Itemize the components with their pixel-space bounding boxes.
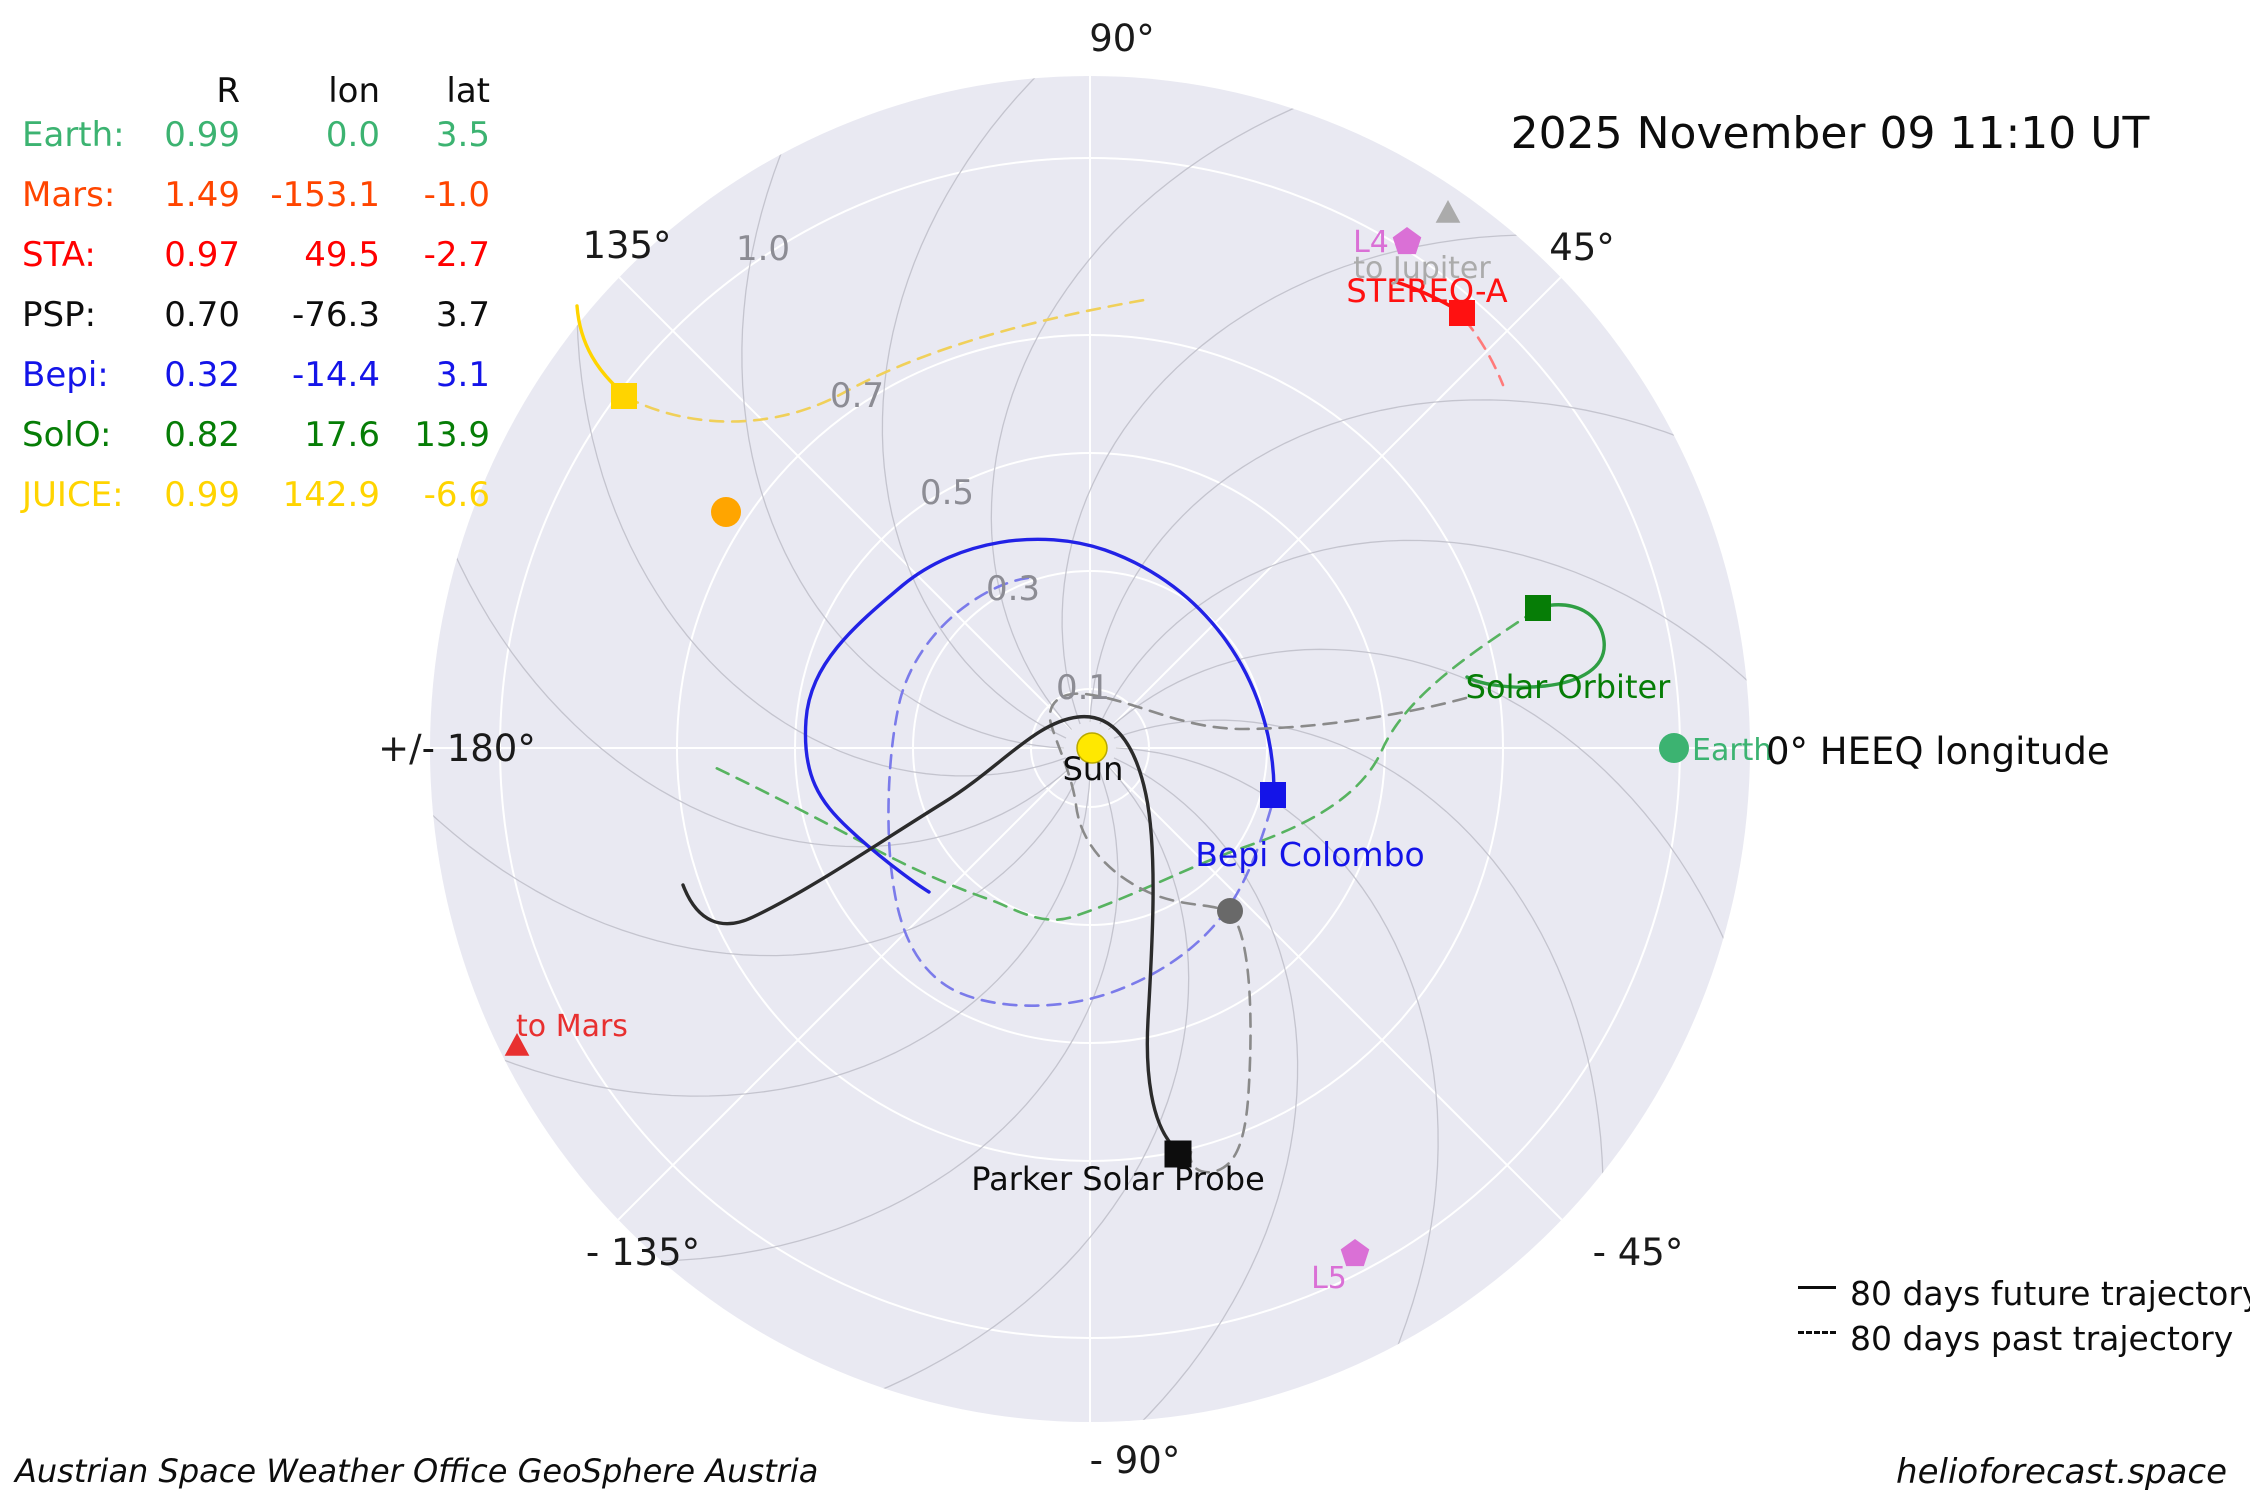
legend-swatch-solid xyxy=(1798,1286,1836,1289)
trajectory-juice-past xyxy=(624,297,1152,423)
angle-label: - 90° xyxy=(1090,1439,1181,1482)
col-header-r: R xyxy=(216,71,240,111)
trajectory-bepi-future xyxy=(803,537,1276,894)
body-lon: 49.5 xyxy=(304,235,380,275)
l4-marker xyxy=(1392,227,1422,255)
body-lon: 17.6 xyxy=(304,415,380,455)
body-r: 0.99 xyxy=(164,475,240,515)
to-jupiter-marker xyxy=(1435,200,1461,223)
angle-label: 0° HEEQ longitude xyxy=(1766,730,2110,773)
body-lat: -2.7 xyxy=(423,235,490,275)
trajectory-psp-past xyxy=(1048,692,1468,1174)
to-mars-marker xyxy=(504,1033,530,1056)
body-lat: -6.6 xyxy=(423,475,490,515)
body-lat: -1.0 xyxy=(423,175,490,215)
solar-orbiter-label: Solar Orbiter xyxy=(1466,668,1672,706)
col-header-lat: lat xyxy=(446,71,490,111)
juice-marker xyxy=(611,383,637,409)
stereo-a-label: STEREO-A xyxy=(1346,272,1507,310)
body-name: Earth: xyxy=(22,115,125,155)
body-name: SolO: xyxy=(22,415,112,455)
stereo-a-marker xyxy=(1449,300,1475,326)
psp-label: Parker Solar Probe xyxy=(971,1160,1265,1198)
body-lat: 3.5 xyxy=(435,115,490,155)
radial-tick-label: 1.0 xyxy=(736,229,790,269)
col-header-lon: lon xyxy=(328,71,380,111)
plot-labels: Sun Earth STEREO-A Parker Solar Probe Bepi C… xyxy=(516,225,1772,1296)
legend-label: 80 days past trajectory xyxy=(1850,1319,2234,1358)
body-name: STA: xyxy=(22,235,96,275)
sun-label: Sun xyxy=(1063,750,1124,788)
trajectory-solo-future xyxy=(1465,603,1606,689)
l5-marker xyxy=(1340,1239,1370,1267)
body-lon: -14.4 xyxy=(292,355,380,395)
body-name: PSP: xyxy=(22,295,97,335)
angle-label: 135° xyxy=(582,224,671,267)
body-r: 1.49 xyxy=(164,175,240,215)
legend-swatch-dashed xyxy=(1798,1331,1836,1334)
bepicolombo-marker xyxy=(1260,782,1286,808)
to-jupiter-label: to Jupiter xyxy=(1353,251,1491,286)
body-lat: 13.9 xyxy=(414,415,490,455)
trajectory-solo-past xyxy=(710,608,1538,922)
body-r: 0.97 xyxy=(164,235,240,275)
body-lon: -76.3 xyxy=(292,295,380,335)
angle-label: +/- 180° xyxy=(378,727,536,770)
body-r: 0.99 xyxy=(164,115,240,155)
venus-marker xyxy=(711,497,741,527)
credit-right: helioforecast.space xyxy=(1896,1452,2227,1492)
credit-left: Austrian Space Weather Office GeoSphere … xyxy=(15,1452,819,1490)
legend-item-dashed: 80 days past trajectory xyxy=(1798,1319,2233,1359)
psp-marker xyxy=(1164,1140,1192,1168)
angle-label: - 135° xyxy=(586,1231,700,1274)
axis-labels: 90° 45° 135° +/- 180° - 135° - 90° - 45° 0° HEE… xyxy=(378,17,2109,1482)
radial-tick-label: 0.5 xyxy=(920,473,974,513)
body-r: 0.70 xyxy=(164,295,240,335)
polar-grid xyxy=(430,76,1750,1422)
sun-marker xyxy=(1076,732,1108,764)
angle-label: 90° xyxy=(1089,17,1155,60)
angle-label: - 45° xyxy=(1593,1231,1684,1274)
body-markers xyxy=(504,200,1689,1267)
earth-marker xyxy=(1659,733,1689,763)
earth-label: Earth xyxy=(1692,733,1772,768)
body-lat: 3.7 xyxy=(435,295,490,335)
plot-title: 2025 November 09 11:10 UT xyxy=(1510,108,2150,159)
body-lat: 3.1 xyxy=(435,355,490,395)
legend-label: 80 days future trajectory xyxy=(1850,1274,2250,1313)
l5-label: L5 xyxy=(1311,1261,1347,1296)
body-name: Mars: xyxy=(22,175,116,215)
body-lon: 0.0 xyxy=(325,115,380,155)
body-name: Bepi: xyxy=(22,355,109,395)
mercury-marker xyxy=(1217,898,1243,924)
bepicolombo-label: Bepi Colombo xyxy=(1195,835,1424,874)
body-r: 0.32 xyxy=(164,355,240,395)
solar-orbiter-marker xyxy=(1525,595,1551,621)
l4-label: L4 xyxy=(1353,225,1389,260)
body-name: JUICE: xyxy=(22,475,124,515)
trajectory-psp-future xyxy=(681,714,1174,1147)
trajectory-bepi-past xyxy=(887,576,1273,1007)
to-mars-label: to Mars xyxy=(516,1009,628,1044)
radial-tick-label: 0.3 xyxy=(986,569,1040,609)
body-lon: -153.1 xyxy=(270,175,380,215)
angle-label: 45° xyxy=(1549,226,1615,269)
radial-tick-label: 0.7 xyxy=(830,376,884,416)
body-r: 0.82 xyxy=(164,415,240,455)
trajectories xyxy=(575,280,1606,1174)
legend-item-solid: 80 days future trajectory xyxy=(1798,1274,2250,1314)
body-lon: 142.9 xyxy=(282,475,380,515)
radial-tick-label: 0.1 xyxy=(1056,668,1110,708)
parker-spiral-lines xyxy=(430,76,1750,1422)
